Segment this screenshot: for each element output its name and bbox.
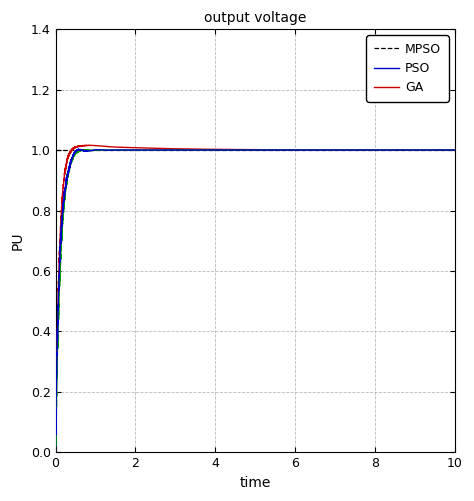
MPSO bbox=[53, 449, 58, 455]
GA bbox=[397, 147, 402, 153]
PSO bbox=[452, 147, 458, 153]
X-axis label: time: time bbox=[239, 476, 271, 490]
GA bbox=[79, 147, 84, 153]
GA bbox=[90, 147, 95, 153]
Legend: MPSO, PSO, GA: MPSO, PSO, GA bbox=[366, 35, 449, 102]
MPSO bbox=[452, 147, 458, 153]
PSO bbox=[144, 145, 150, 151]
PSO bbox=[53, 423, 59, 429]
MPSO bbox=[144, 147, 150, 153]
MPSO bbox=[63, 182, 69, 188]
Line: GA: GA bbox=[55, 150, 455, 452]
GA bbox=[144, 147, 150, 153]
MPSO bbox=[397, 147, 402, 153]
PSO bbox=[53, 449, 58, 455]
MPSO bbox=[53, 414, 59, 420]
MPSO bbox=[68, 159, 74, 165]
Y-axis label: PU: PU bbox=[11, 231, 25, 250]
GA bbox=[68, 157, 74, 163]
GA bbox=[53, 449, 58, 455]
MPSO bbox=[90, 147, 95, 153]
PSO bbox=[397, 147, 402, 153]
PSO bbox=[90, 142, 95, 148]
Line: PSO: PSO bbox=[55, 145, 455, 452]
GA bbox=[63, 184, 69, 190]
PSO bbox=[63, 165, 69, 171]
PSO bbox=[86, 142, 92, 148]
MPSO bbox=[76, 146, 82, 152]
Title: output voltage: output voltage bbox=[204, 11, 306, 25]
GA bbox=[452, 147, 458, 153]
PSO bbox=[68, 148, 74, 154]
GA bbox=[53, 424, 59, 430]
Line: MPSO: MPSO bbox=[55, 149, 455, 452]
